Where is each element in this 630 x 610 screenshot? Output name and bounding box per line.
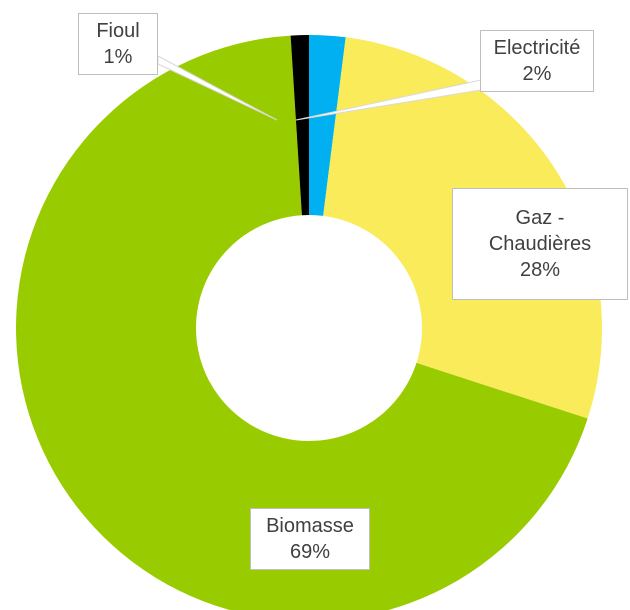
label-name: Electricité xyxy=(493,37,581,59)
label-value: 28% xyxy=(519,259,561,281)
data-label: Gaz - Chaudières 28% xyxy=(452,188,628,300)
data-label: Fioul 1% xyxy=(78,13,158,75)
label-value: 2% xyxy=(522,63,552,85)
data-label: Electricité 2% xyxy=(480,30,594,92)
donut-slice xyxy=(16,35,588,610)
donut-slice xyxy=(309,35,346,216)
label-value: 1% xyxy=(103,46,133,68)
leader-line xyxy=(157,55,278,121)
data-label: Biomasse 69% xyxy=(250,508,370,570)
label-name: Biomasse xyxy=(266,515,354,537)
label-value: 69% xyxy=(289,541,331,563)
label-name: Fioul xyxy=(96,20,140,42)
donut-slice xyxy=(290,35,309,216)
label-name: Gaz - Chaudières xyxy=(488,207,592,255)
